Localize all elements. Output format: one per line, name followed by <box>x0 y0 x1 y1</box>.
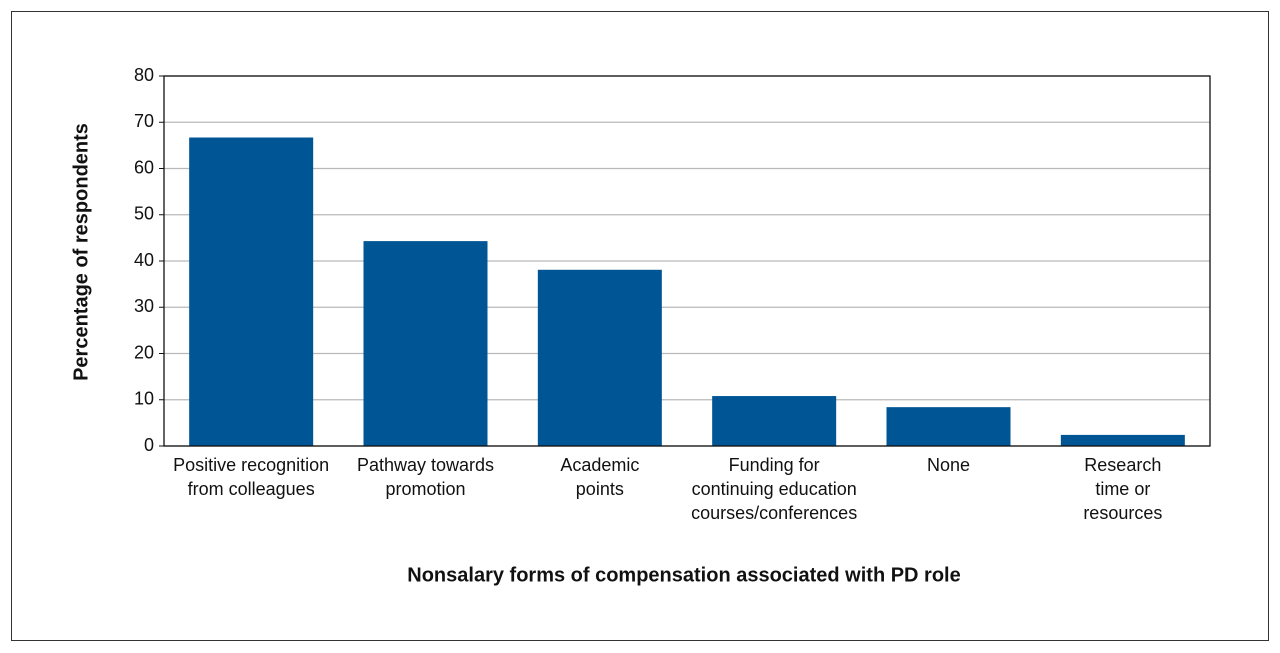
bar <box>363 241 488 446</box>
y-tick-label: 50 <box>134 204 154 224</box>
x-tick-label-line: Research <box>1084 455 1161 475</box>
x-tick-label: Pathway towards promotion <box>357 455 494 499</box>
bar <box>537 269 662 446</box>
y-tick-label: 60 <box>134 157 154 177</box>
x-tick-label-line: from colleagues <box>188 479 315 499</box>
bar <box>189 137 314 446</box>
x-tick-label: Funding for continuing education courses/c… <box>691 455 857 523</box>
y-tick-label: 30 <box>134 296 154 316</box>
x-tick-label-line: Positive recognition <box>173 455 329 475</box>
bar <box>886 407 1011 446</box>
x-tick-label-line: None <box>927 455 970 475</box>
y-tick-label: 20 <box>134 342 154 362</box>
frame <box>11 11 1269 641</box>
bar <box>712 396 837 446</box>
plot-border <box>163 75 1211 447</box>
y-tick-label: 40 <box>134 250 154 270</box>
y-tick-label: 10 <box>134 389 154 409</box>
x-tick-label: None <box>927 455 970 475</box>
x-tick-label-line: time or <box>1095 479 1150 499</box>
x-tick-label-line: Pathway towards <box>357 455 494 475</box>
x-tick-label: Research time or resources <box>1083 455 1162 523</box>
x-tick-label: Positive recognition from colleagues <box>173 455 329 499</box>
y-tick-label: 80 <box>134 65 154 85</box>
x-tick-label-line: points <box>576 479 624 499</box>
y-axis-title: Percentage of respondents <box>70 123 92 381</box>
bar <box>1060 434 1185 446</box>
x-tick-label-line: continuing education <box>692 479 857 499</box>
x-tick-label: Academic points <box>560 455 639 499</box>
x-tick-label-line: Funding for <box>729 455 820 475</box>
x-tick-label-line: courses/conferences <box>691 503 857 523</box>
x-tick-label-line: promotion <box>385 479 465 499</box>
x-tick-label-line: resources <box>1083 503 1162 523</box>
y-tick-label: 0 <box>144 435 154 455</box>
y-tick-label: 70 <box>134 111 154 131</box>
x-axis-title: Nonsalary forms of compensation associat… <box>407 564 960 586</box>
x-tick-label-line: Academic <box>560 455 639 475</box>
